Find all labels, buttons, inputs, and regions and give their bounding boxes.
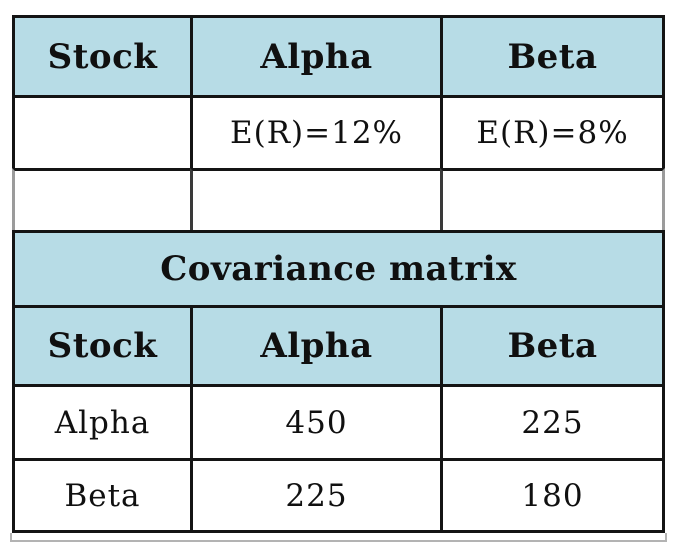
- stocks-header-cell-beta: Beta: [440, 15, 665, 95]
- expected-return-row: E(R)=12% E(R)=8%: [12, 95, 665, 168]
- covariance-header-cell-beta: Beta: [440, 305, 665, 384]
- covariance-header-cell-alpha: Alpha: [190, 305, 440, 384]
- expected-return-cell-alpha: E(R)=12%: [190, 95, 440, 168]
- covariance-alpha-alpha-value: 450: [190, 384, 440, 458]
- covariance-header-row: Stock Alpha Beta: [12, 305, 665, 384]
- covariance-row-beta: Beta 225 180: [12, 458, 665, 533]
- covariance-beta-label: Beta: [12, 458, 190, 533]
- spacer-cell-2: [190, 168, 440, 230]
- covariance-alpha-beta-value: 225: [440, 384, 665, 458]
- stocks-header-row: Stock Alpha Beta: [12, 15, 665, 95]
- covariance-alpha-label: Alpha: [12, 384, 190, 458]
- covariance-beta-beta-value: 180: [440, 458, 665, 533]
- expected-return-cell-beta: E(R)=8%: [440, 95, 665, 168]
- spacer-cell-1: [12, 168, 190, 230]
- spacer-cell-3: [440, 168, 665, 230]
- covariance-beta-alpha-value: 225: [190, 458, 440, 533]
- stocks-header-cell-alpha: Alpha: [190, 15, 440, 95]
- stocks-header-cell-stock: Stock: [12, 15, 190, 95]
- stocks-and-covariance-table: Stock Alpha Beta E(R)=12% E(R)=8% Covari…: [12, 15, 665, 533]
- covariance-row-alpha: Alpha 450 225: [12, 384, 665, 458]
- page: Stock Alpha Beta E(R)=12% E(R)=8% Covari…: [10, 15, 667, 542]
- covariance-title-cell: Covariance matrix: [12, 230, 665, 305]
- spacer-row: [12, 168, 665, 230]
- covariance-header-cell-stock: Stock: [12, 305, 190, 384]
- covariance-title-row: Covariance matrix: [12, 230, 665, 305]
- expected-return-cell-empty: [12, 95, 190, 168]
- partial-next-row: [10, 533, 667, 542]
